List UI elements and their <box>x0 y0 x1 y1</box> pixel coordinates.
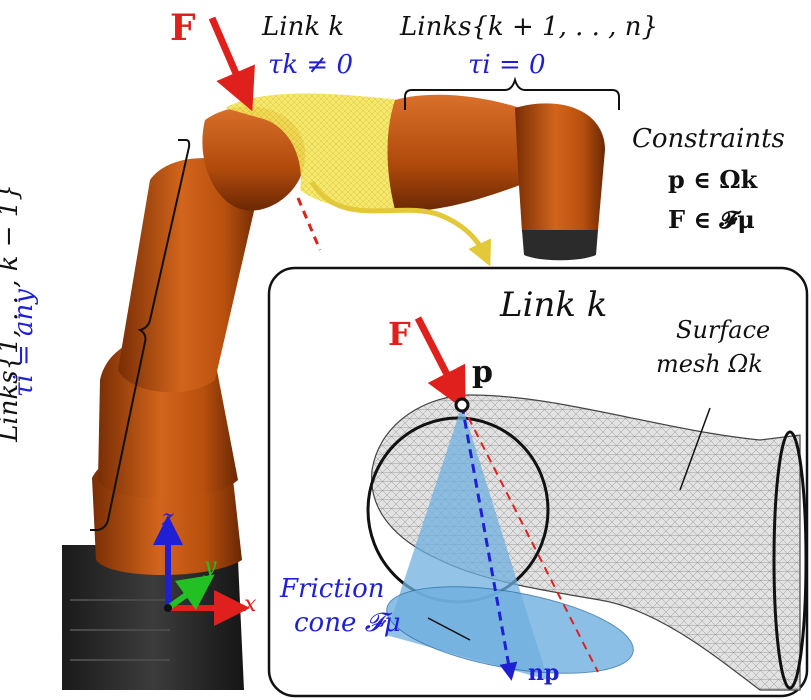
cone-label-line1: Friction <box>280 574 385 604</box>
robot-elbow <box>202 106 306 211</box>
base-frame <box>153 515 250 626</box>
inset-force-label: F <box>388 315 411 353</box>
surface-label-line1: Surface <box>676 316 771 344</box>
normal-vector <box>460 404 518 681</box>
brace-proximal <box>90 139 191 531</box>
robot-link-distal-2 <box>515 103 605 242</box>
surface-end-ellipse <box>772 430 808 690</box>
brace-distal <box>404 76 620 110</box>
contact-point-label: p <box>472 355 493 390</box>
links-proximal-torque: τi = any <box>8 289 39 397</box>
robot-link-3 <box>118 158 260 393</box>
cone-leader <box>427 617 471 641</box>
force-arrow <box>208 16 255 112</box>
y-axis-label: y <box>204 554 217 579</box>
contact-point <box>454 397 470 413</box>
link-k-torque: τk ≠ 0 <box>268 50 353 80</box>
links-distal-label: Links{k + 1, . . , n} <box>400 12 658 42</box>
robot-link-distal-1 <box>387 94 520 211</box>
force-line-dashed <box>461 404 599 673</box>
arm-normal-dashed <box>296 197 322 251</box>
robot-arm <box>62 93 605 690</box>
constraint-point: p ∈ Ωk <box>668 165 758 194</box>
constraints-title: Constraints <box>632 124 785 154</box>
x-axis-label: x <box>244 592 257 617</box>
robot-flange <box>522 230 598 261</box>
link-k-label: Link k <box>262 12 345 42</box>
robot-link-k-highlight <box>225 93 410 212</box>
normal-label: np <box>528 660 560 686</box>
links-distal-torque: τi = 0 <box>468 50 546 80</box>
force-label: F <box>170 7 196 49</box>
cone-label-line2: cone 𝓕μ <box>294 608 401 638</box>
inset-title: Link k <box>500 285 608 325</box>
surface-label-line2: mesh Ωk <box>656 350 763 378</box>
y-axis-arrow <box>166 574 215 611</box>
inset-force-arrow <box>414 316 466 411</box>
z-axis-label: z <box>162 506 174 531</box>
zoom-arrow <box>309 180 492 267</box>
surface-leader <box>679 407 711 491</box>
constraint-force: F ∈ 𝓕μ <box>668 205 755 234</box>
